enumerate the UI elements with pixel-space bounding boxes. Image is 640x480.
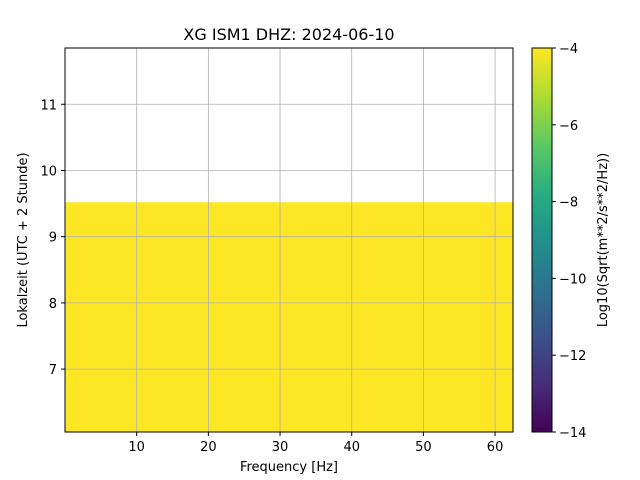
colorbar-label: Log10(Sqrt(m**2/s**2/Hz)) bbox=[596, 153, 611, 327]
x-tick-label: 30 bbox=[272, 440, 289, 455]
y-tick-label: 7 bbox=[49, 363, 57, 378]
y-axis-label: Lokalzeit (UTC + 2 Stunde) bbox=[16, 152, 31, 327]
colorbar-tick-label: −6 bbox=[559, 119, 578, 134]
x-tick-label: 40 bbox=[343, 440, 360, 455]
no-data-region bbox=[65, 202, 513, 432]
colorbar bbox=[531, 47, 553, 433]
colorbar-tick-label: −4 bbox=[559, 42, 578, 57]
chart-title: XG ISM1 DHZ: 2024-06-10 bbox=[183, 25, 394, 44]
x-axis: 10 20 30 40 50 60 bbox=[128, 432, 503, 455]
colorbar-tick-label: −14 bbox=[559, 426, 586, 441]
grid bbox=[65, 48, 513, 432]
x-tick-label: 10 bbox=[128, 440, 145, 455]
y-tick-label: 10 bbox=[40, 164, 57, 179]
y-axis: 7 8 9 10 11 bbox=[40, 98, 65, 378]
colorbar-axis: −14 −12 −10 −8 −6 −4 bbox=[552, 42, 586, 441]
x-axis-label: Frequency [Hz] bbox=[240, 460, 338, 475]
x-tick-label: 20 bbox=[200, 440, 217, 455]
x-tick-label: 50 bbox=[415, 440, 432, 455]
x-tick-label: 60 bbox=[487, 440, 504, 455]
heatmap-area bbox=[65, 202, 513, 432]
y-tick-label: 9 bbox=[49, 231, 57, 246]
colorbar-tick-label: −10 bbox=[559, 272, 586, 287]
colorbar-tick-label: −8 bbox=[559, 196, 578, 211]
y-tick-label: 8 bbox=[49, 297, 57, 312]
colorbar-tick-label: −12 bbox=[559, 349, 586, 364]
y-tick-label: 11 bbox=[40, 98, 57, 113]
plot-frame bbox=[64, 47, 514, 433]
